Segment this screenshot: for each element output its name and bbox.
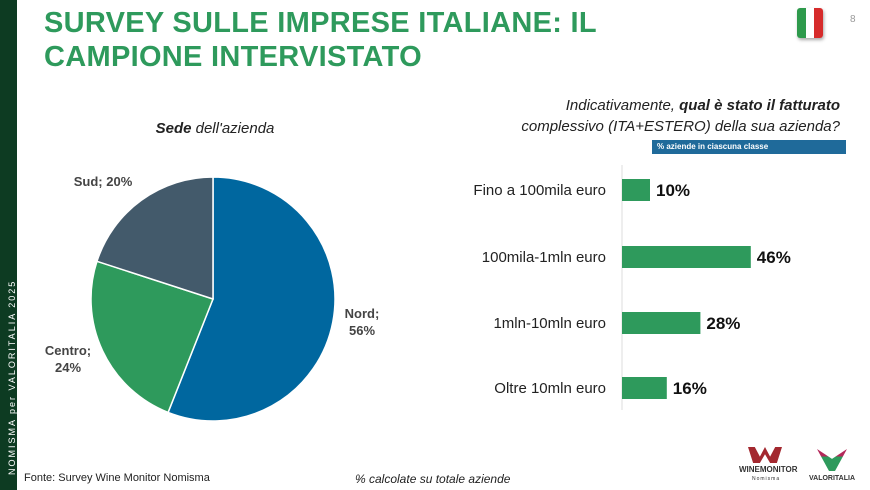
bar bbox=[622, 377, 667, 399]
page-title: SURVEY SULLE IMPRESE ITALIANE: IL CAMPIO… bbox=[44, 7, 597, 73]
nomisma-text: Nomisma bbox=[752, 476, 781, 482]
pie-title: Sede dell'azienda bbox=[100, 120, 330, 137]
bar-category-label: Fino a 100mila euro bbox=[473, 182, 606, 199]
valoritalia-text: VALORITALIA bbox=[809, 475, 856, 482]
bar-title-line2: complessivo (ITA+ESTERO) della sua azien… bbox=[521, 118, 840, 135]
pie-slice bbox=[90, 260, 214, 414]
pie-slice bbox=[96, 176, 214, 301]
bar-category-label: Oltre 10mln euro bbox=[494, 380, 606, 397]
pie-label: Nord; bbox=[345, 306, 380, 321]
bar-title: Indicativamente, qual è stato il fattura… bbox=[440, 95, 840, 137]
pie-title-rest: dell'azienda bbox=[191, 120, 275, 137]
bar bbox=[622, 312, 701, 334]
bar-value-label: 28% bbox=[706, 314, 740, 333]
bar bbox=[622, 246, 751, 268]
footer-note: % calcolate su totale aziende bbox=[355, 472, 511, 486]
sidebar: NOMISMA per VALORITALIA 2025 bbox=[0, 0, 17, 490]
footer-source: Fonte: Survey Wine Monitor Nomisma bbox=[24, 472, 210, 484]
bar-category-label: 1mln-10mln euro bbox=[493, 315, 606, 332]
page-number: 8 bbox=[850, 14, 856, 25]
pie-title-bold: Sede bbox=[155, 120, 192, 137]
bar bbox=[622, 179, 650, 201]
bar-title-bold: qual è stato il fatturato bbox=[679, 97, 840, 114]
pie-label: Sud; 20% bbox=[74, 174, 133, 189]
bar-legend: % aziende in ciascuna classe bbox=[652, 140, 846, 154]
pie-label: Centro; bbox=[45, 343, 91, 358]
pie-pct-label: 56% bbox=[349, 323, 375, 338]
pie-slice bbox=[167, 176, 336, 422]
bar-value-label: 10% bbox=[656, 181, 690, 200]
bar-title-pre: Indicativamente, bbox=[565, 97, 680, 114]
bar-value-label: 46% bbox=[757, 248, 791, 267]
bar-value-label: 16% bbox=[673, 379, 707, 398]
winemonitor-text: WINEMONITOR bbox=[739, 465, 798, 474]
pie-pct-label: 24% bbox=[55, 360, 81, 375]
italian-flag-icon bbox=[797, 8, 823, 38]
bar-category-label: 100mila-1mln euro bbox=[482, 249, 606, 266]
